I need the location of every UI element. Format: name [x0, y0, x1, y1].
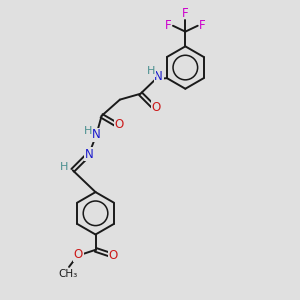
Text: O: O [115, 118, 124, 131]
Text: CH₃: CH₃ [59, 269, 78, 279]
Text: N: N [85, 148, 93, 160]
Text: F: F [165, 19, 172, 32]
Text: H: H [147, 66, 155, 76]
Text: N: N [154, 70, 163, 83]
Text: F: F [182, 7, 189, 20]
Text: F: F [199, 19, 206, 32]
Text: O: O [74, 248, 83, 261]
Text: O: O [152, 101, 161, 114]
Text: O: O [109, 249, 118, 262]
Text: H: H [60, 162, 69, 172]
Text: N: N [92, 128, 101, 142]
Text: H: H [84, 126, 92, 136]
